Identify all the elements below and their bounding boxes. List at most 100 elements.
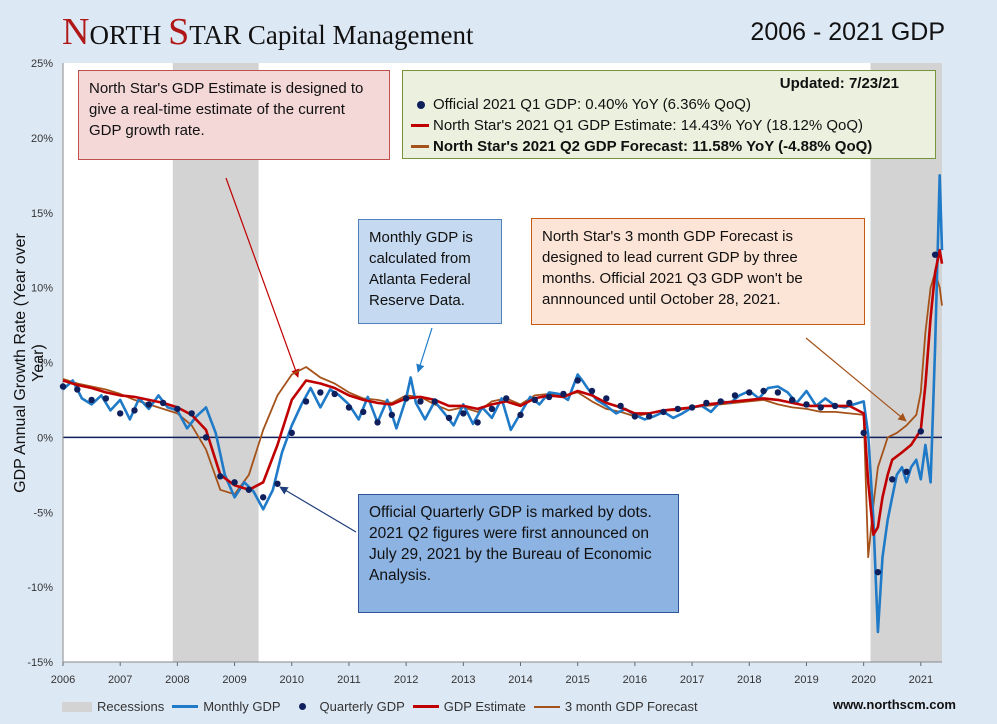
- y-tick-label: 10%: [31, 283, 53, 295]
- brand-tar: TAR: [189, 20, 242, 50]
- quarterly-dot: [774, 389, 782, 396]
- quarterly-dot: [545, 393, 553, 401]
- x-tick-label: 2007: [108, 674, 132, 686]
- x-tick-label: 2015: [565, 674, 589, 686]
- y-tick-label: 0%: [37, 432, 53, 444]
- arrow-monthly: [416, 327, 433, 373]
- quarterly-dot: [488, 405, 496, 413]
- x-tick-label: 2021: [909, 674, 933, 686]
- red-line-icon: [411, 124, 429, 127]
- y-tick-label: 25%: [31, 58, 53, 70]
- annotation-quarterly: Official Quarterly GDP is marked by dots…: [358, 494, 679, 613]
- quarterly-dot: [188, 410, 195, 417]
- quarterly-dots: [59, 251, 939, 576]
- quarterly-dot: [417, 398, 424, 405]
- red-line-icon: [412, 705, 439, 708]
- legend-estimate-label: GDP Estimate: [443, 699, 526, 714]
- recession-band-0: [172, 63, 259, 662]
- quarterly-dot: [660, 408, 667, 416]
- quarterly-dot: [159, 399, 167, 407]
- y-tick-label: -5%: [33, 507, 53, 519]
- quarterly-dot: [388, 411, 396, 419]
- arrow-quarterly: [279, 486, 357, 533]
- dot-marker-icon: [417, 100, 425, 109]
- quarterly-dot: [903, 468, 910, 476]
- quarterly-dot: [474, 419, 481, 426]
- x-tick-label: 2020: [851, 674, 875, 686]
- quarterly-dot: [817, 404, 824, 411]
- quarterly-dot: [288, 429, 295, 437]
- legend-item-monthly: Monthly GDP: [172, 699, 281, 714]
- quarterly-dot: [116, 410, 124, 417]
- quarterly-dot: [560, 390, 567, 398]
- quarterly-dot: [846, 399, 853, 407]
- x-tick-label: 2016: [623, 674, 647, 686]
- brand-s: S: [168, 11, 190, 53]
- legend-quarterly-label: Quarterly GDP: [319, 699, 405, 714]
- quarterly-dot: [345, 404, 353, 411]
- recession-bands: [63, 63, 942, 662]
- dot-icon: [298, 703, 306, 710]
- y-tick-label: 5%: [37, 358, 53, 370]
- quarterly-dot: [259, 494, 267, 501]
- quarterly-dot: [517, 411, 524, 419]
- quarterly-dot: [460, 410, 467, 417]
- quarterly-dot: [617, 402, 624, 410]
- recession-swatch-icon: [62, 701, 92, 712]
- x-tick-label: 2012: [394, 674, 418, 686]
- quarterly-dot: [731, 392, 739, 399]
- quarterly-dot: [145, 401, 152, 408]
- quarterly-dot: [360, 408, 367, 416]
- quarterly-dot: [174, 405, 181, 413]
- quarterly-dot: [231, 479, 238, 486]
- quarterly-dot: [803, 401, 810, 408]
- brown-line-icon: [411, 145, 429, 148]
- quarterly-dot: [645, 413, 653, 420]
- blue-line-icon: [172, 705, 199, 708]
- quarterly-dot: [588, 387, 596, 395]
- quarterly-dot: [874, 568, 882, 576]
- y-axis-label: GDP Annual Growth Rate (Year over Year): [12, 233, 47, 493]
- x-tick-label: 2018: [737, 674, 761, 686]
- quarterly-dot: [788, 396, 796, 404]
- quarterly-dot: [889, 476, 896, 483]
- legend-item-quarterly: Quarterly GDP: [289, 699, 405, 714]
- axes: -15% -10% -5% 0% 5% 10% 15% 20% 25% 2006 2007 2008 2…: [27, 58, 942, 686]
- quarterly-dot: [631, 413, 639, 420]
- quarterly-dot: [317, 389, 324, 396]
- updated-date: Updated: 7/23/21: [779, 75, 899, 92]
- legend-forecast: North Star's 2021 Q2 GDP Forecast: 11.58…: [433, 138, 873, 155]
- quarterly-dot: [574, 377, 581, 384]
- legend-recessions-label: Recessions: [97, 699, 165, 714]
- quarterly-dot: [402, 395, 410, 402]
- quarterly-dot: [59, 383, 67, 390]
- y-tick-label: -15%: [27, 657, 53, 669]
- bottom-legend: Recessions Monthly GDP Quarterly GDP GDP…: [62, 699, 706, 714]
- quarterly-dot: [202, 434, 210, 441]
- summary-legend: Updated: 7/23/21 Official 2021 Q1 GDP: 0…: [402, 70, 936, 159]
- annotation-estimate: North Star's GDP Estimate is designed to…: [78, 70, 390, 160]
- annotation-arrows: [225, 177, 907, 533]
- quarterly-dot: [717, 398, 724, 405]
- quarterly-dot: [88, 396, 95, 404]
- legend-item-estimate: GDP Estimate: [412, 699, 526, 714]
- quarterly-dot: [331, 390, 338, 398]
- x-tick-label: 2014: [508, 674, 532, 686]
- legend-official-row: Official 2021 Q1 GDP: 0.40% YoY (6.36% Q…: [411, 94, 927, 115]
- x-tick-label: 2010: [280, 674, 304, 686]
- quarterly-dot: [274, 480, 281, 487]
- quarterly-dot: [503, 395, 510, 402]
- quarterly-dot: [74, 386, 81, 393]
- brand-rest: Capital Management: [241, 20, 474, 50]
- annotation-monthly: Monthly GDP is calculated from Atlanta F…: [358, 219, 502, 324]
- legend-forecast-label: 3 month GDP Forecast: [564, 699, 698, 714]
- brand-n: N: [62, 11, 90, 53]
- x-tick-label: 2013: [451, 674, 475, 686]
- quarterly-dot: [860, 429, 867, 437]
- quarterly-dot: [374, 419, 381, 426]
- arrow-estimate: [225, 177, 300, 378]
- quarterly-dot: [746, 389, 753, 396]
- quarterly-dot: [102, 395, 110, 402]
- quarterly-dot: [431, 398, 438, 405]
- quarterly-dot: [917, 428, 925, 435]
